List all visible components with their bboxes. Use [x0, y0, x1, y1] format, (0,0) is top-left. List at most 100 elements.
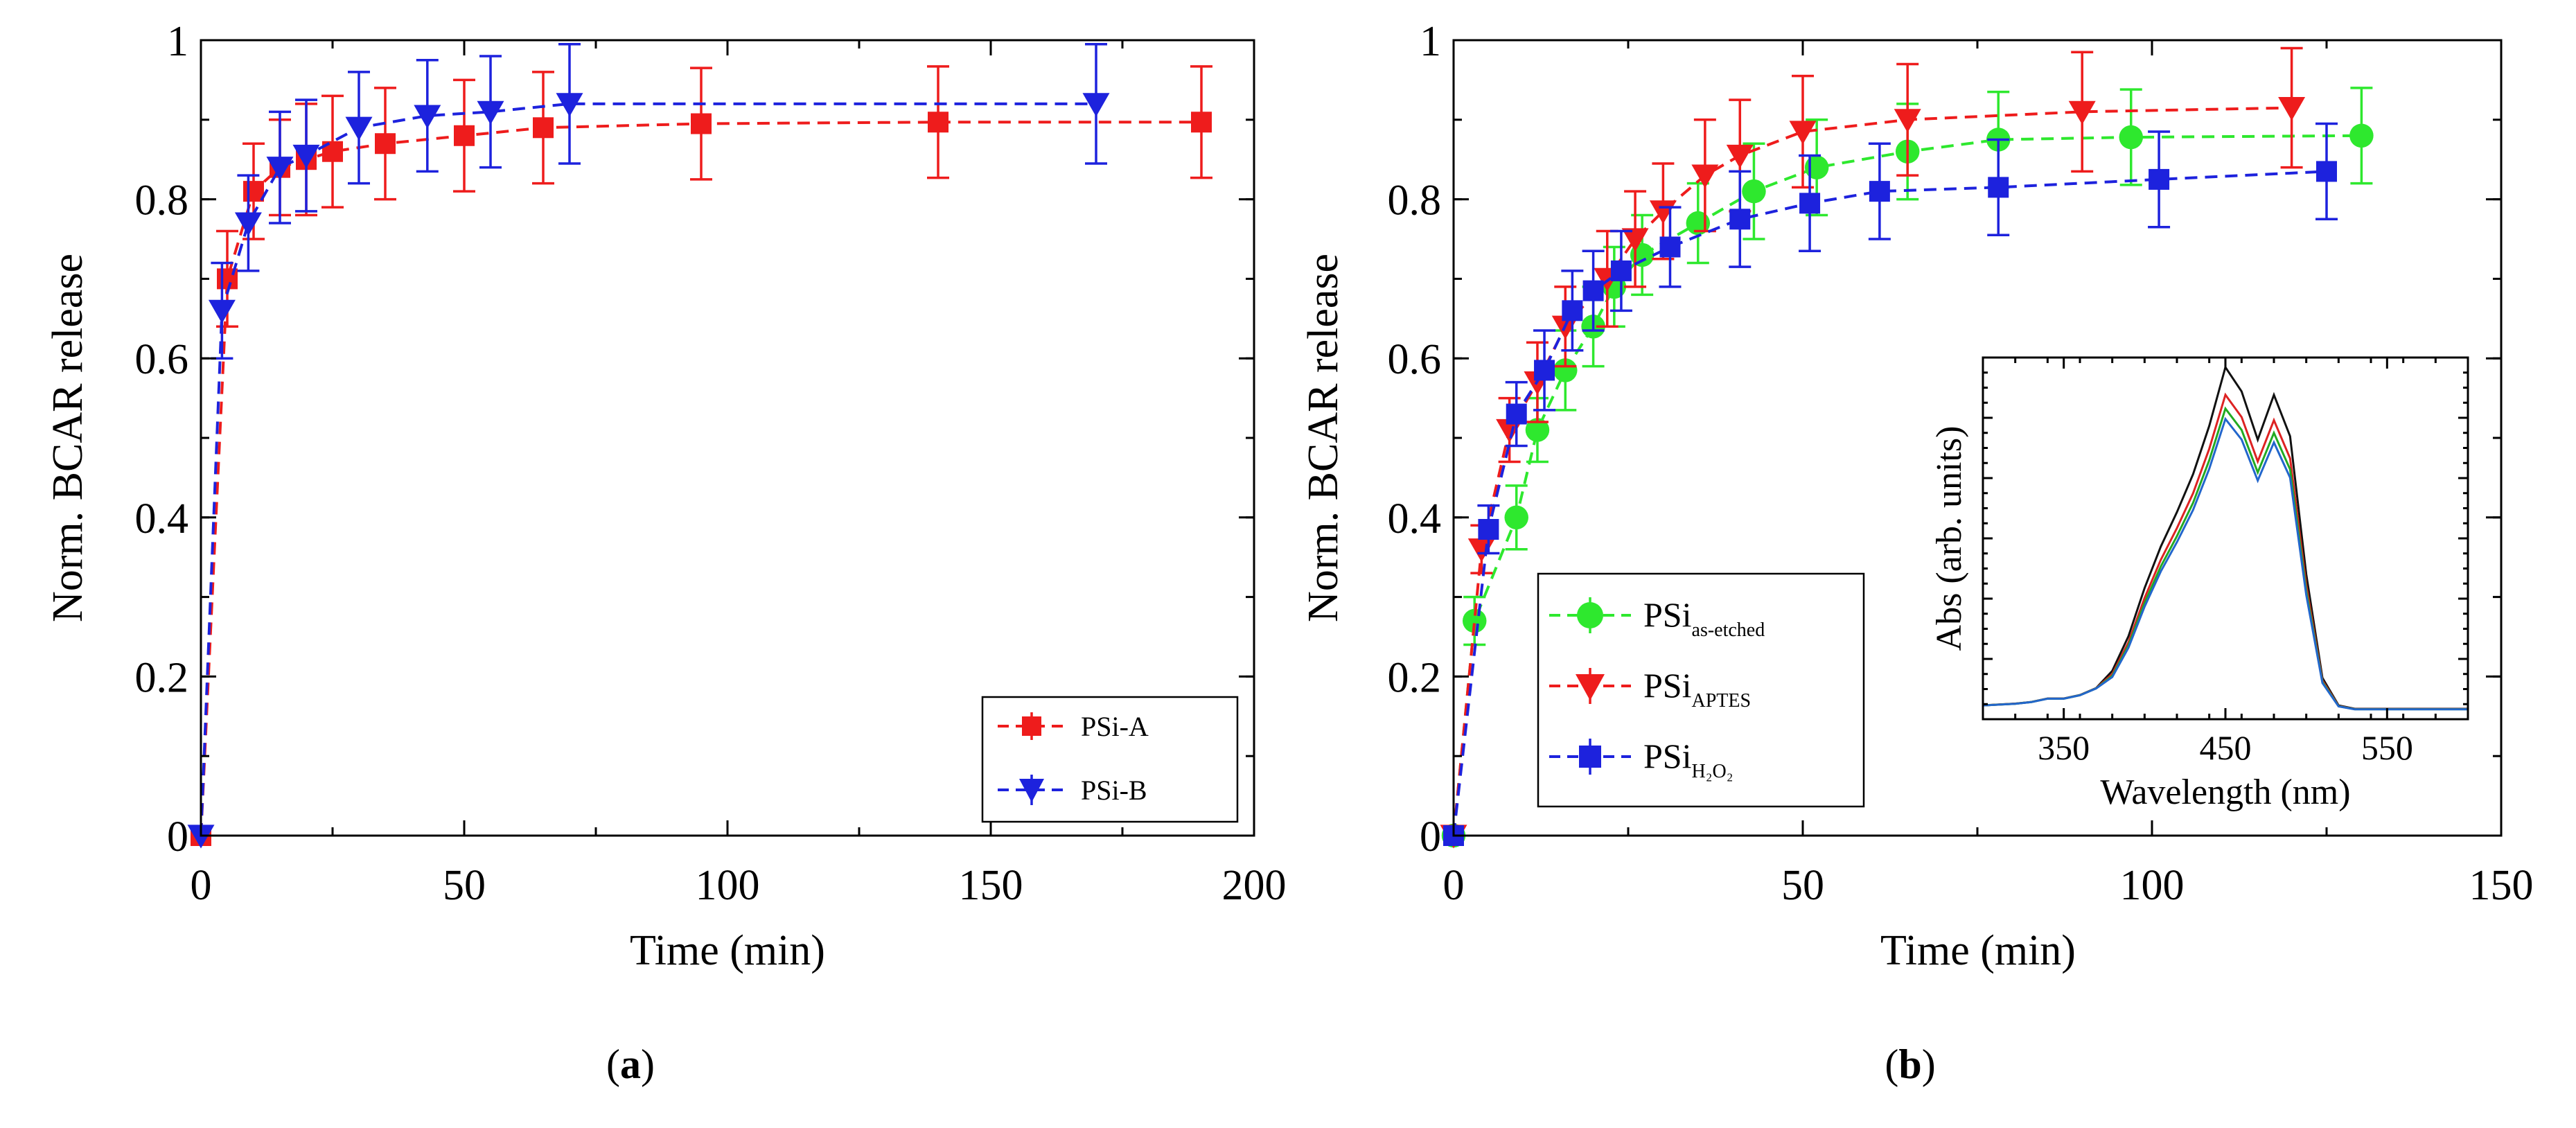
- a-point-psi-a: [533, 117, 554, 139]
- legend-marker-aptes: [1576, 674, 1605, 700]
- a-point-psi-a: [454, 125, 475, 146]
- panel-b-legend: PSias-etched PSiAPTES PSiH₂O₂: [1537, 572, 1865, 808]
- panel-b-inset: 350 450 550 Wavelength (nm) Abs (arb. unit…: [1930, 356, 2469, 812]
- b-line-psi-aptes: [1452, 106, 2292, 836]
- inset-plot-area: [1982, 364, 2468, 711]
- legend-label-as-etched: PSias-etched: [1643, 595, 1765, 641]
- b-point-psi-h2o2: [1582, 280, 1604, 301]
- a-point-psi-a: [928, 112, 949, 133]
- a-ytick-label: 0.4: [135, 495, 189, 543]
- a-series-psi-b: [187, 42, 1110, 849]
- inset-ticks: 350 450 550: [1982, 356, 2469, 767]
- a-point-psi-b: [292, 144, 320, 168]
- panel-b-ticks: 0 50 100 150 0 0.2 0.4 0.6 0.8 1: [1388, 18, 2534, 909]
- b-point-psi-aptes: [1894, 109, 1921, 133]
- a-point-psi-a: [243, 181, 264, 202]
- panel-a-xlabel: Time (min): [630, 927, 825, 974]
- inset-ylabel: Abs (arb. units): [1930, 426, 1969, 651]
- b-xtick-label: 0: [1443, 862, 1465, 909]
- a-point-psi-b: [556, 93, 583, 117]
- a-point-psi-b: [208, 299, 236, 324]
- inset-xtick-label: 550: [2361, 728, 2413, 767]
- a-line-psi-b: [200, 102, 1096, 836]
- legend-label-h2o2-main: PSi: [1643, 737, 1692, 775]
- b-point-psi-h2o2: [1799, 193, 1821, 214]
- legend-label-psi-a: PSi-A: [1081, 711, 1149, 742]
- panel-b-ylabel: Norm. BCAR release: [1300, 254, 1347, 622]
- b-point-psi-h2o2: [1562, 300, 1583, 321]
- panel-a-legend: PSi-A PSi-B: [981, 696, 1239, 823]
- legend-marker-psi-a: [1022, 716, 1041, 736]
- b-point-psi-as-etched: [1462, 608, 1487, 633]
- legend-label-h2o2-sub: H₂O₂: [1692, 761, 1733, 782]
- legend-label-h2o2: PSiH₂O₂: [1643, 737, 1733, 782]
- legend-label-as-etched-sub: as-etched: [1692, 619, 1765, 641]
- legend-marker-h2o2: [1579, 746, 1601, 768]
- a-xtick-label: 50: [443, 862, 486, 909]
- legend-marker-as-etched: [1577, 602, 1603, 628]
- a-xtick-label: 150: [959, 862, 1023, 909]
- b-point-psi-aptes: [1726, 144, 1754, 168]
- b-point-psi-h2o2: [1988, 177, 2009, 198]
- a-ytick-label: 0: [167, 813, 188, 861]
- a-point-psi-a: [691, 113, 712, 134]
- b-point-psi-as-etched: [2119, 125, 2144, 150]
- b-point-psi-aptes: [1789, 121, 1817, 145]
- a-point-psi-b: [266, 157, 294, 181]
- a-point-psi-b: [1082, 93, 1110, 117]
- inset-xlabel: Wavelength (nm): [2100, 773, 2350, 812]
- b-point-psi-h2o2: [1534, 360, 1555, 381]
- b-point-psi-as-etched: [1553, 358, 1578, 382]
- b-point-psi-as-etched: [1804, 155, 1829, 179]
- a-point-psi-b: [477, 100, 504, 125]
- b-point-psi-h2o2: [1506, 403, 1527, 425]
- a-xtick-label: 0: [191, 862, 212, 909]
- b-point-psi-aptes: [1691, 164, 1719, 188]
- b-line-psi-h2o2: [1452, 170, 2327, 836]
- b-point-psi-aptes: [2068, 100, 2096, 125]
- a-ytick-label: 0.6: [135, 336, 189, 383]
- panel-b-plot-area: [1440, 46, 2374, 849]
- a-ytick-label: 0.8: [135, 177, 189, 224]
- legend-label-aptes-main: PSi: [1643, 666, 1692, 705]
- b-point-psi-as-etched: [1525, 418, 1550, 442]
- b-point-psi-as-etched: [2349, 123, 2374, 148]
- b-point-psi-as-etched: [1742, 179, 1766, 204]
- panel-a-ticks: 0 50 100 150 200 0 0.2 0.4 0.6 0.8 1: [135, 18, 1287, 909]
- b-ytick-label: 0.8: [1388, 177, 1442, 224]
- panel-b: 0 50 100 150 0 0.2 0.4 0.6 0.8 1 Time (min) Norm.…: [1300, 18, 2534, 1087]
- b-ytick-label: 0.2: [1388, 654, 1442, 701]
- b-series-psi-h2o2: [1443, 122, 2338, 846]
- b-point-psi-h2o2: [1478, 519, 1499, 540]
- a-ytick-label: 0.2: [135, 654, 189, 701]
- b-ytick-label: 0.6: [1388, 336, 1442, 383]
- a-point-psi-b: [345, 116, 373, 141]
- inset-spectrum-4: [1982, 416, 2468, 711]
- panel-b-caption: (b): [1885, 1041, 1935, 1087]
- a-xtick-label: 100: [696, 862, 760, 909]
- legend-label-aptes-sub: APTES: [1692, 690, 1752, 712]
- panel-a-ylabel: Norm. BCAR release: [44, 254, 91, 622]
- b-ytick-label: 0.4: [1388, 495, 1442, 543]
- b-xtick-label: 100: [2120, 862, 2185, 909]
- b-point-psi-h2o2: [2316, 161, 2337, 182]
- b-ytick-label: 1: [1420, 18, 1441, 65]
- b-point-psi-aptes: [2278, 96, 2306, 121]
- b-ytick-label: 0: [1420, 813, 1441, 861]
- b-xtick-label: 50: [1781, 862, 1824, 909]
- panel-a: 0 50 100 150 200 0 0.2 0.4 0.6 0.8 1 Time (min) No…: [44, 18, 1287, 1087]
- b-point-psi-as-etched: [1504, 505, 1528, 530]
- legend-label-aptes: PSiAPTES: [1643, 666, 1751, 712]
- b-point-psi-aptes: [1621, 228, 1649, 252]
- panel-b-xlabel: Time (min): [1880, 927, 2076, 974]
- b-line-psi-as-etched: [1452, 134, 2362, 836]
- a-point-psi-b: [414, 105, 441, 129]
- panel-a-caption: (a): [606, 1041, 655, 1087]
- panel-a-caption-letter: a: [620, 1041, 641, 1087]
- b-point-psi-h2o2: [2149, 168, 2170, 190]
- legend-marker-psi-b: [1019, 779, 1044, 802]
- inset-xtick-label: 450: [2200, 728, 2252, 767]
- legend-label-as-etched-main: PSi: [1643, 595, 1692, 634]
- b-point-psi-h2o2: [1610, 260, 1632, 281]
